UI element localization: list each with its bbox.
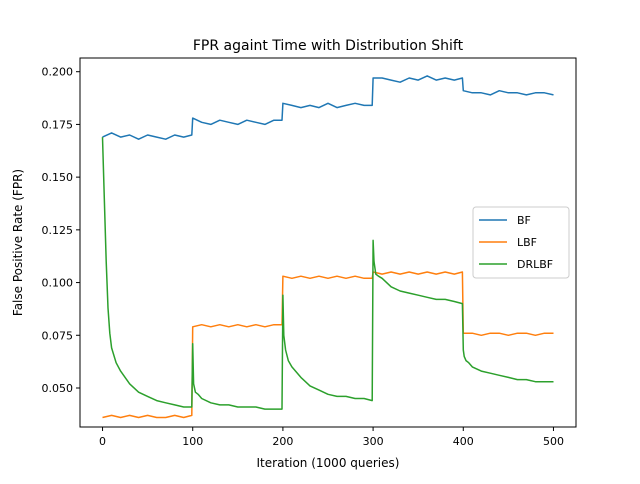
x-axis-label: Iteration (1000 queries) — [257, 456, 400, 470]
y-tick-label: 0.075 — [42, 329, 74, 342]
x-tick-label: 400 — [453, 435, 474, 448]
y-tick-label: 0.175 — [42, 118, 74, 131]
legend-label-lbf: LBF — [517, 236, 537, 249]
series-line-bf — [102, 75, 554, 140]
legend-label-drlbf: DRLBF — [517, 258, 553, 271]
y-tick-label: 0.200 — [42, 66, 74, 79]
chart-title: FPR againt Time with Distribution Shift — [193, 38, 464, 54]
legend-box — [472, 206, 570, 279]
x-tick-label: 0 — [99, 435, 106, 448]
x-tick-label: 200 — [272, 435, 293, 448]
series-line-lbf — [102, 271, 554, 419]
legend: BF LBF DRLBF — [472, 206, 570, 279]
x-axis-ticks: 0 100 200 300 400 500 — [99, 427, 564, 448]
x-tick-label: 100 — [182, 435, 203, 448]
y-tick-label: 0.125 — [42, 224, 74, 237]
plot-lines — [101, 75, 554, 419]
y-axis-label: False Positive Rate (FPR) — [11, 169, 25, 316]
y-tick-label: 0.100 — [42, 277, 74, 290]
legend-label-bf: BF — [517, 214, 531, 227]
x-tick-label: 500 — [543, 435, 564, 448]
x-tick-label: 300 — [363, 435, 384, 448]
y-axis-ticks: 0.050 0.075 0.100 0.125 0.150 0.175 0.200 — [42, 66, 80, 395]
plot-frame — [79, 57, 577, 428]
series-line-drlbf — [101, 137, 554, 410]
y-tick-label: 0.050 — [42, 382, 74, 395]
y-tick-label: 0.150 — [42, 171, 74, 184]
